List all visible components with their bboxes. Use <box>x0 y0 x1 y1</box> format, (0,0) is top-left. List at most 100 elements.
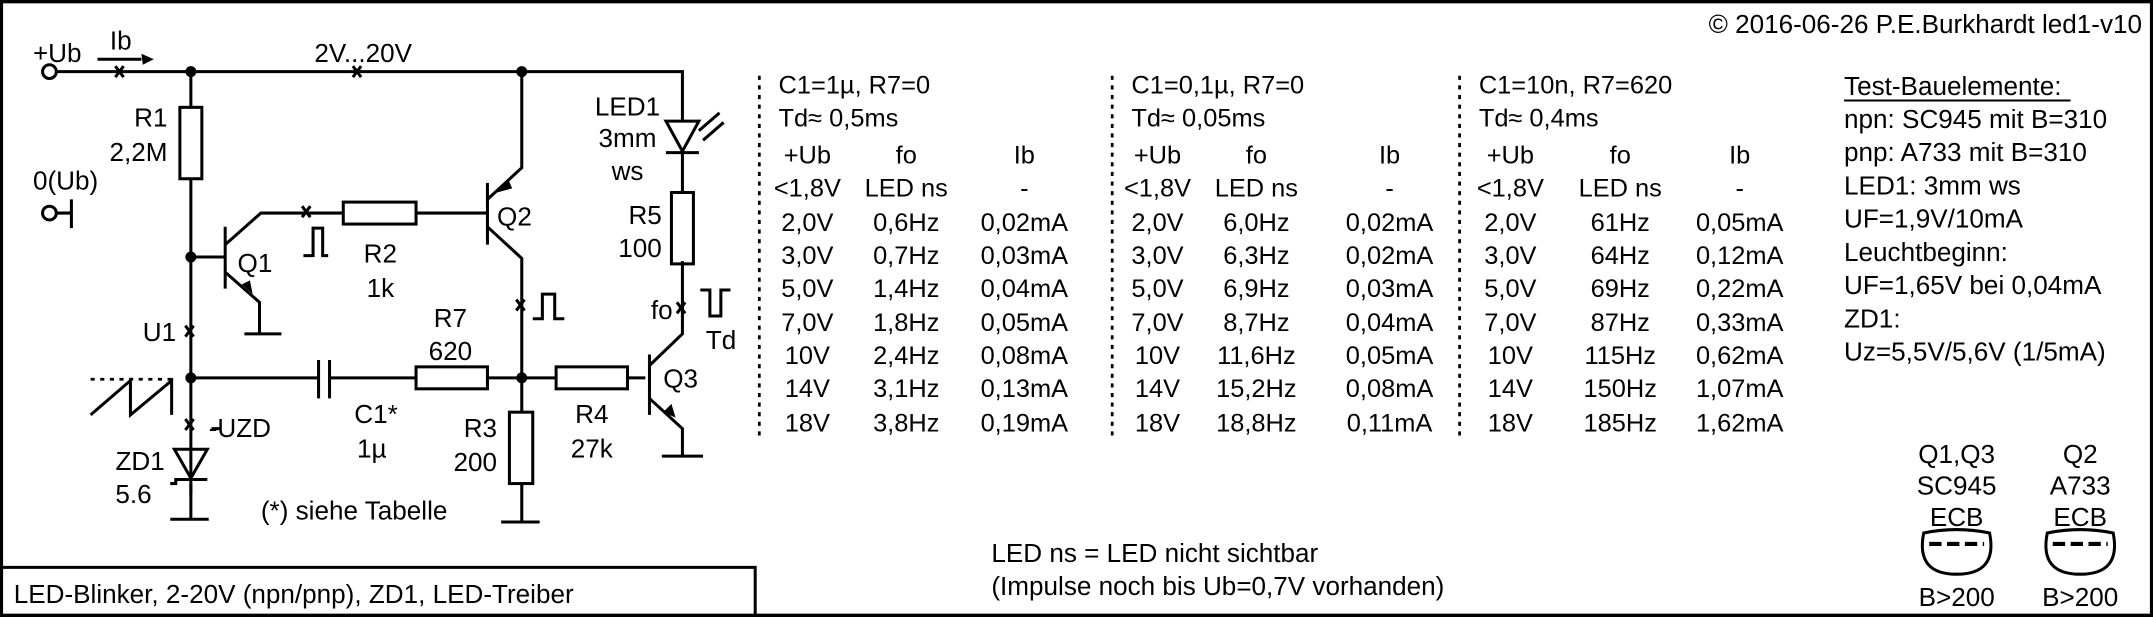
table-cell: 15,2Hz <box>1216 375 1296 403</box>
package-name: Q2 <box>2063 439 2098 469</box>
package-pins: ECB <box>1930 502 1984 532</box>
table-cell: 64Hz <box>1591 242 1650 270</box>
label-r3: R3 <box>464 413 497 443</box>
table-cell: LED ns <box>1579 175 1662 203</box>
table-cell: 0,05mA <box>1696 209 1784 237</box>
table-cell: 5,0V <box>781 275 833 303</box>
table-cell: 2,0V <box>1131 209 1183 237</box>
table-cell: 14V <box>1135 375 1180 403</box>
table-cell: 87Hz <box>1591 309 1650 337</box>
circuit <box>41 53 731 524</box>
led1-diode <box>663 111 725 155</box>
table-row: 5,0V 6,9Hz 0,03mA <box>1131 275 1433 303</box>
label-zd1-value: 5.6 <box>115 479 151 509</box>
table-row: 18V 3,8Hz 0,19mA <box>785 409 1068 437</box>
table-row: 10V 115Hz 0,62mA <box>1488 342 1784 370</box>
table-row: 14V 3,1Hz 0,13mA <box>785 375 1068 403</box>
table-cell: 8,7Hz <box>1223 309 1289 337</box>
label-note: (*) siehe Tabelle <box>261 495 448 525</box>
table-cell: 0,08mA <box>981 342 1069 370</box>
table-1: C1=1µ, R7=0 Td≈ 0,5ms +Ub fo Ib <1,8V LED ns - 2… <box>757 72 1069 437</box>
label-uzd: -UZD <box>209 413 271 443</box>
label-fo: fo <box>651 295 673 325</box>
table-cell: 10V <box>1135 342 1180 370</box>
table-cell: 7,0V <box>781 309 833 337</box>
table-cell: 10V <box>1488 342 1533 370</box>
table-cell: 3,0V <box>1484 242 1536 270</box>
table-cell: 7,0V <box>1484 309 1536 337</box>
table-cell: 2,0V <box>1484 209 1536 237</box>
table-2: C1=0,1µ, R7=0 Td≈ 0,05ms +Ub fo Ib <1,8V LED n… <box>1110 72 1433 437</box>
label-r4: R4 <box>575 399 608 429</box>
label-plus-ub: +Ub <box>33 38 82 68</box>
table-cell: 0,33mA <box>1696 309 1784 337</box>
label-ib: Ib <box>110 26 132 56</box>
zd1-zener <box>170 447 210 521</box>
measurement-tables: C1=1µ, R7=0 Td≈ 0,5ms +Ub fo Ib <1,8V LED ns - 2… <box>757 72 1784 437</box>
label-r7: R7 <box>434 303 467 333</box>
table-cell: 3,1Hz <box>873 375 939 403</box>
table-title: C1=10n, R7=620 <box>1479 72 1672 100</box>
table-row: 10V 2,4Hz 0,08mA <box>785 342 1068 370</box>
label-td: Td <box>706 325 736 355</box>
footer-box <box>1 565 757 617</box>
table-header: Ib <box>1729 142 1750 170</box>
table-cell: 0,22mA <box>1696 275 1784 303</box>
label-r5: R5 <box>628 200 661 230</box>
table-cell: 2,4Hz <box>873 342 939 370</box>
table-cell: 2,0V <box>781 209 833 237</box>
table-header: Ib <box>1379 142 1400 170</box>
table-cell: 61Hz <box>1591 209 1650 237</box>
table-cell: 1,07mA <box>1696 375 1784 403</box>
label-q1: Q1 <box>238 248 273 278</box>
table-td: Td≈ 0,4ms <box>1479 105 1599 133</box>
label-zero-ub: 0(Ub) <box>33 166 98 196</box>
table-cell: 1,8Hz <box>873 309 939 337</box>
component-line: npn: SC945 mit B=310 <box>1844 104 2107 134</box>
package-gain: B>200 <box>1919 582 1995 612</box>
table-cell: 10V <box>785 342 830 370</box>
table-row: <1,8V LED ns - <box>774 175 1029 203</box>
table-row: 2,0V 0,6Hz 0,02mA <box>781 209 1068 237</box>
table-cell: 0,7Hz <box>873 242 939 270</box>
label-c1: C1* <box>354 399 398 429</box>
table-row: <1,8V LED ns - <box>1477 175 1744 203</box>
package-type: SC945 <box>1917 471 1997 501</box>
table-cell: <1,8V <box>1477 175 1544 203</box>
table-cell: 0,62mA <box>1696 342 1784 370</box>
table-row: 2,0V 61Hz 0,05mA <box>1484 209 1783 237</box>
table-cell: LED ns <box>1215 175 1298 203</box>
label-led1-size: 3mm <box>599 123 657 153</box>
table-cell: LED ns <box>865 175 948 203</box>
table-cell: 6,9Hz <box>1223 275 1289 303</box>
component-line: pnp: A733 mit B=310 <box>1844 137 2087 167</box>
label-u1: U1 <box>143 317 176 347</box>
table-cell: 69Hz <box>1591 275 1650 303</box>
table-cell: 5,0V <box>1484 275 1536 303</box>
table-cell: 150Hz <box>1584 375 1657 403</box>
table-row: <1,8V LED ns - <box>1124 175 1394 203</box>
table-cell: 115Hz <box>1584 342 1656 370</box>
table-cell: 18V <box>1488 409 1533 437</box>
table-cell: 14V <box>785 375 830 403</box>
component-line: ZD1: <box>1844 303 1901 333</box>
table-cell: 1,62mA <box>1696 409 1784 437</box>
label-r7-value: 620 <box>429 336 473 366</box>
r4-resistor <box>554 365 630 391</box>
table-cell: 0,04mA <box>981 275 1069 303</box>
label-r1: R1 <box>134 103 167 133</box>
table-cell: 11,6Hz <box>1217 342 1296 370</box>
schematic-labels: +Ub Ib 2V...20V 0(Ub) R1 2,2M Q1 R2 1k Q… <box>33 26 736 526</box>
table-cell: 1,4Hz <box>873 275 939 303</box>
components-title: Test-Bauelemente: <box>1844 71 2061 101</box>
table-td: Td≈ 0,5ms <box>779 105 899 133</box>
table-row: 2,0V 6,0Hz 0,02mA <box>1131 209 1433 237</box>
table-row: 3,0V 64Hz 0,12mA <box>1484 242 1783 270</box>
label-r5-value: 100 <box>618 233 662 263</box>
table-cell: 0,02mA <box>1346 209 1434 237</box>
table-cell: 14V <box>1488 375 1533 403</box>
label-led1: LED1 <box>595 92 660 122</box>
